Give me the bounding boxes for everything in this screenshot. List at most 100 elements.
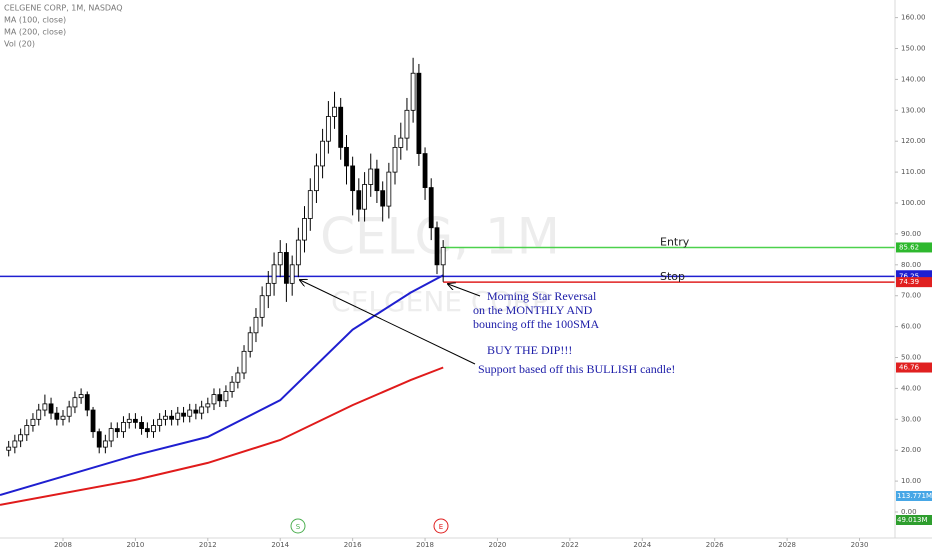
candle-body bbox=[440, 247, 446, 266]
y-tick-label: 120.00 bbox=[901, 137, 926, 145]
candle-body bbox=[368, 168, 374, 185]
legend-entry: Vol (20) bbox=[4, 40, 35, 49]
candle-body bbox=[277, 252, 283, 266]
candle-body bbox=[289, 264, 295, 284]
price-label: 46.76 bbox=[899, 364, 920, 372]
event-label: S bbox=[296, 523, 301, 531]
candle-body bbox=[12, 440, 18, 448]
ma-line bbox=[0, 366, 444, 506]
candle-body bbox=[139, 422, 144, 429]
candle-body bbox=[235, 372, 241, 383]
candle-body bbox=[163, 415, 168, 420]
candle-body bbox=[18, 434, 24, 442]
candle-body bbox=[422, 153, 428, 188]
candle-body bbox=[121, 422, 126, 433]
y-tick-label: 160.00 bbox=[901, 14, 926, 22]
candle-body bbox=[84, 394, 90, 411]
y-tick-label: 60.00 bbox=[901, 323, 921, 331]
candle-body bbox=[428, 187, 434, 229]
candle-body bbox=[332, 106, 337, 117]
candle-body bbox=[404, 109, 410, 139]
candle-body bbox=[295, 239, 301, 266]
candle-body bbox=[380, 190, 386, 207]
x-tick-label: 2028 bbox=[778, 541, 796, 549]
candle-body bbox=[344, 146, 349, 167]
candle-body bbox=[229, 381, 235, 392]
x-tick-label: 2024 bbox=[633, 541, 651, 549]
ma-line bbox=[0, 274, 444, 496]
x-tick-label: 2012 bbox=[199, 541, 217, 549]
price-label: 85.62 bbox=[899, 243, 919, 251]
arrow bbox=[300, 280, 476, 365]
legend-entry: MA (200, close) bbox=[4, 28, 66, 37]
legend-title: CELGENE CORP, 1M, NASDAQ bbox=[4, 4, 123, 13]
price-label: 74.39 bbox=[899, 278, 919, 286]
candle-body bbox=[42, 403, 48, 411]
volume-label-box bbox=[896, 515, 932, 525]
y-tick-label: 20.00 bbox=[901, 446, 921, 454]
candle-body bbox=[54, 412, 60, 420]
x-tick-label: 2016 bbox=[344, 541, 362, 549]
candle-body bbox=[48, 403, 54, 414]
candle-body bbox=[108, 428, 114, 442]
candle-body bbox=[157, 418, 163, 426]
price-label: 76.25 bbox=[899, 272, 919, 280]
event-marker bbox=[433, 518, 449, 534]
event-label: E bbox=[439, 523, 443, 531]
candle-body bbox=[350, 165, 356, 192]
candle-body bbox=[96, 431, 102, 448]
candle-body bbox=[434, 227, 440, 266]
y-tick-label: 150.00 bbox=[901, 45, 926, 53]
candle-body bbox=[187, 409, 193, 417]
candle-body bbox=[325, 116, 331, 142]
y-tick-label: 40.00 bbox=[901, 384, 921, 392]
annotation: on the MONTHLY AND bbox=[473, 303, 593, 317]
annotation: Support based off this BULLISH candle! bbox=[478, 362, 675, 376]
candle-body bbox=[410, 72, 416, 111]
candle-body bbox=[302, 218, 307, 241]
x-tick-label: 2026 bbox=[706, 541, 724, 549]
candle-body bbox=[217, 394, 223, 402]
candle-body bbox=[126, 418, 132, 423]
candle-body bbox=[102, 440, 108, 448]
candle-body bbox=[386, 171, 392, 207]
candle-body bbox=[60, 415, 66, 420]
y-tick-label: 30.00 bbox=[901, 415, 921, 423]
candle-body bbox=[211, 394, 217, 405]
candle-body bbox=[307, 190, 313, 219]
candle-body bbox=[253, 316, 259, 334]
event-marker bbox=[290, 518, 306, 534]
candle-body bbox=[90, 409, 96, 433]
candle-body bbox=[265, 282, 271, 297]
candle-body bbox=[144, 428, 150, 433]
candle-body bbox=[392, 146, 398, 173]
x-tick-label: 2008 bbox=[54, 541, 72, 549]
price-label-box bbox=[896, 277, 932, 288]
candle-body bbox=[199, 406, 205, 414]
candle-body bbox=[247, 332, 253, 352]
x-tick-label: 2014 bbox=[271, 541, 289, 549]
level-label: Stop bbox=[660, 270, 685, 283]
candle-body bbox=[416, 72, 422, 154]
candle-body bbox=[66, 406, 72, 417]
annotation: bouncing off the 100SMA bbox=[473, 317, 599, 331]
price-label-box bbox=[896, 271, 932, 282]
candle-body bbox=[181, 412, 186, 417]
candle-body bbox=[338, 106, 344, 148]
candle-body bbox=[175, 412, 181, 420]
y-tick-label: 110.00 bbox=[901, 168, 926, 176]
price-label-box bbox=[896, 362, 932, 373]
candle-body bbox=[241, 350, 247, 374]
candle-body bbox=[193, 409, 199, 414]
candle-body bbox=[169, 415, 175, 420]
watermark: CELG, 1M bbox=[320, 208, 560, 266]
volume-label: 49.013M bbox=[897, 516, 928, 524]
x-tick-label: 2020 bbox=[489, 541, 507, 549]
candle-body bbox=[223, 391, 229, 402]
candle-body bbox=[398, 137, 404, 148]
candle-body bbox=[151, 425, 156, 433]
x-tick-label: 2018 bbox=[416, 541, 434, 549]
candle-body bbox=[133, 418, 138, 423]
legend-entry: MA (100, close) bbox=[4, 16, 66, 25]
